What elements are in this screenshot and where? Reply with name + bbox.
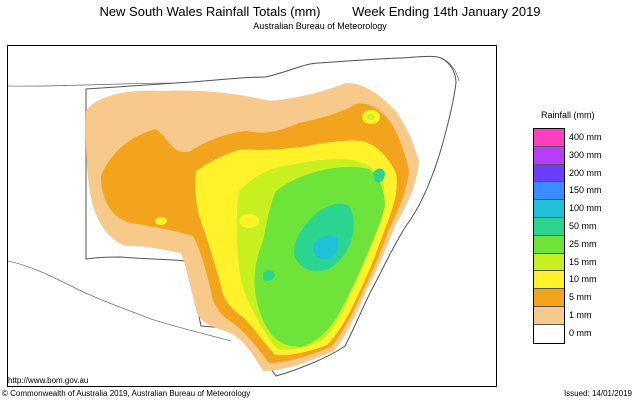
map-frame bbox=[7, 45, 497, 387]
title-right: Week Ending 14th January 2019 bbox=[352, 4, 541, 19]
legend-swatch bbox=[534, 324, 564, 343]
source-url: http://www.bom.gov.au bbox=[8, 376, 89, 385]
rain-10mm-cell-2 bbox=[155, 217, 167, 225]
legend-label: 150 mm bbox=[569, 185, 602, 196]
legend-swatch bbox=[534, 129, 564, 147]
legend-swatch bbox=[534, 306, 564, 325]
legend-label: 15 mm bbox=[569, 256, 597, 267]
legend-title: Rainfall (mm) bbox=[541, 110, 595, 120]
legend-label: 25 mm bbox=[569, 238, 597, 249]
legend-swatch bbox=[534, 182, 564, 201]
copyright: © Commonwealth of Australia 2019, Austra… bbox=[2, 389, 251, 398]
rain-100mm bbox=[313, 235, 339, 260]
legend-label: 200 mm bbox=[569, 167, 602, 178]
legend-swatch bbox=[534, 164, 564, 183]
legend-label: 100 mm bbox=[569, 203, 602, 214]
legend-label: 0 mm bbox=[569, 327, 592, 338]
legend-swatch bbox=[534, 235, 564, 254]
legend-label: 5 mm bbox=[569, 292, 592, 303]
map-title: New South Wales Rainfall Totals (mm) Wee… bbox=[0, 4, 640, 19]
legend-swatch bbox=[534, 146, 564, 165]
legend-label: 400 mm bbox=[569, 131, 602, 142]
legend-label: 300 mm bbox=[569, 149, 602, 160]
legend-swatches bbox=[533, 128, 565, 344]
legend-label: 50 mm bbox=[569, 220, 597, 231]
legend-swatch bbox=[534, 253, 564, 272]
state-border-south bbox=[8, 260, 232, 342]
issued-date: Issued: 14/01/2019 bbox=[563, 389, 632, 398]
title-left: New South Wales Rainfall Totals (mm) bbox=[99, 4, 321, 19]
legend-label: 10 mm bbox=[569, 274, 597, 285]
legend-swatch bbox=[534, 271, 564, 290]
map-subtitle: Australian Bureau of Meteorology bbox=[253, 21, 387, 31]
legend-swatch bbox=[534, 200, 564, 218]
legend-label: 1 mm bbox=[569, 309, 592, 320]
rain-50mm-cell-3 bbox=[263, 270, 275, 282]
legend-swatch bbox=[534, 217, 564, 236]
legend-swatch bbox=[534, 289, 564, 307]
rain-15mm-cell bbox=[367, 114, 375, 120]
rainfall-map bbox=[8, 55, 460, 377]
rain-10mm-cell-3 bbox=[239, 214, 259, 228]
rain-50mm-cell-2 bbox=[373, 168, 385, 183]
